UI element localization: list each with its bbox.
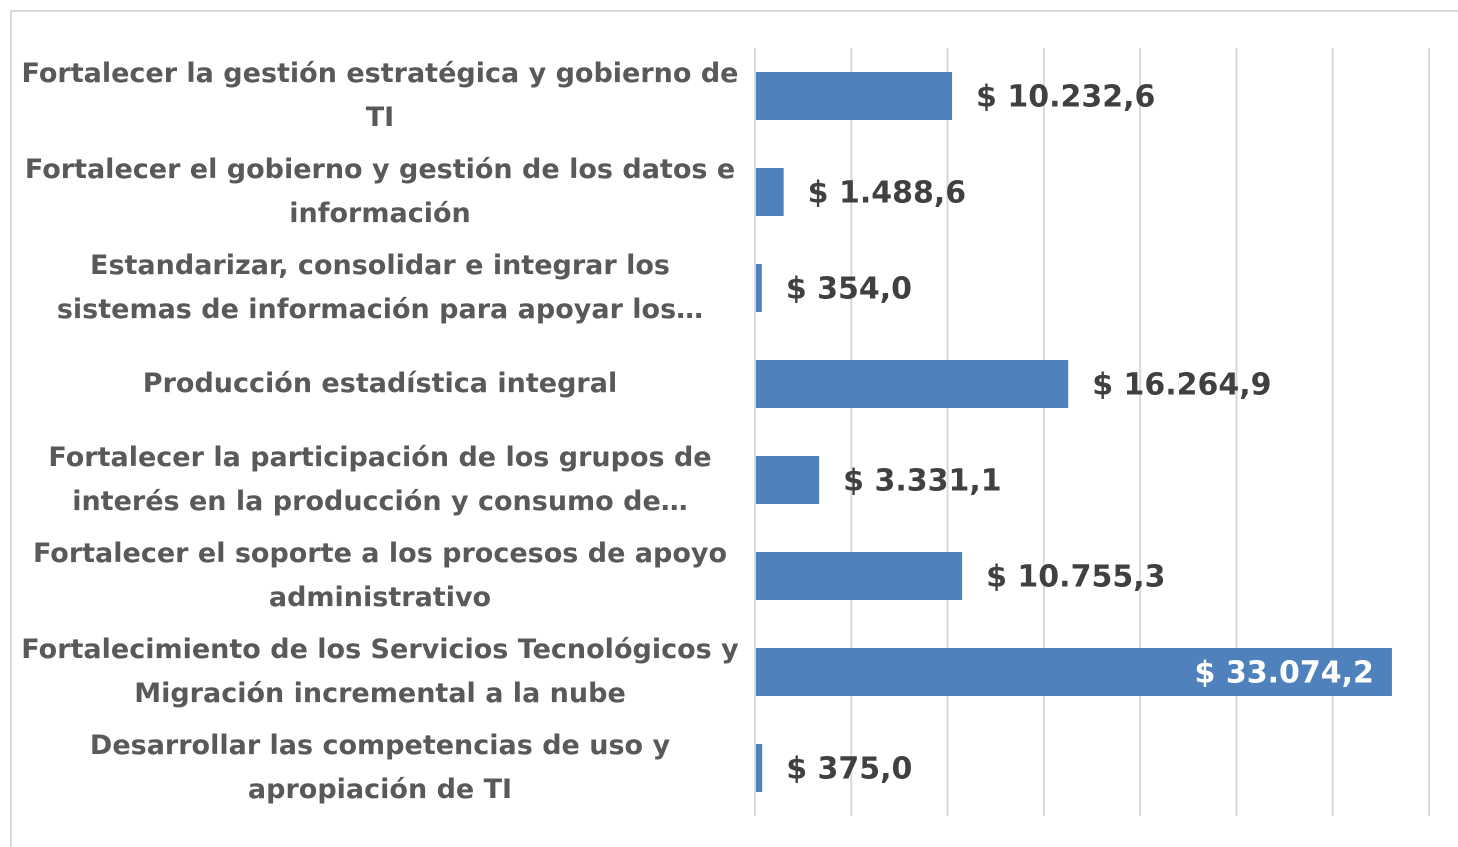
chart-frame bbox=[10, 10, 1458, 847]
bar bbox=[755, 744, 763, 792]
bar bbox=[755, 168, 784, 216]
data-label: $ 16.264,9 bbox=[1092, 368, 1271, 403]
data-label: $ 354,0 bbox=[786, 272, 912, 307]
category-label: Producción estadística integral bbox=[142, 368, 618, 399]
data-label: $ 33.074,2 bbox=[1195, 656, 1374, 691]
data-label: $ 3.331,1 bbox=[843, 464, 1001, 499]
category-label: Estandarizar, consolidar e integrar los … bbox=[56, 250, 704, 325]
data-label: $ 1.488,6 bbox=[808, 176, 966, 211]
bar bbox=[755, 552, 963, 600]
bar bbox=[755, 360, 1069, 408]
category-label: Fortalecer la gestión estratégica y gobi… bbox=[21, 58, 739, 133]
data-label: $ 375,0 bbox=[786, 752, 912, 787]
bar bbox=[755, 648, 1392, 696]
bar bbox=[755, 456, 820, 504]
data-label: $ 10.755,3 bbox=[986, 560, 1165, 595]
category-label: Fortalecer el soporte a los procesos de … bbox=[32, 538, 728, 613]
data-label: $ 10.232,6 bbox=[976, 80, 1155, 115]
category-label: Fortalecer la participación de los grupo… bbox=[48, 442, 712, 517]
bar bbox=[755, 264, 762, 312]
category-label: Desarrollar las competencias de uso y ap… bbox=[89, 730, 671, 805]
category-label: Fortalecer el gobierno y gestión de los … bbox=[24, 154, 736, 229]
bar bbox=[755, 72, 953, 120]
category-label: Fortalecimiento de los Servicios Tecnoló… bbox=[21, 634, 739, 709]
